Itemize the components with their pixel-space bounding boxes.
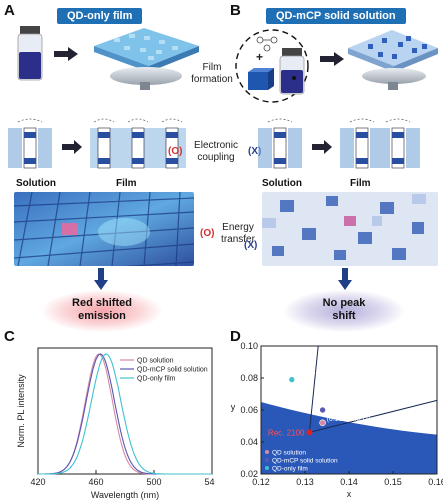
panel-b-result-line1: No peak [322, 297, 366, 309]
panel-a-film-label: Film [116, 178, 137, 189]
panel-letter-c: C [4, 328, 15, 345]
y-tick-label: 0.02 [240, 469, 258, 479]
panel-b-coupling-symbol: (X) [248, 146, 262, 157]
cie-point-label: (0.134, 0.060) [327, 403, 371, 410]
rec-2100-label: Rec. 2100 [268, 428, 305, 437]
arrow-right-icon [54, 47, 78, 61]
panel-b-film-label: Film [350, 178, 371, 189]
legend-entry: QD-only film [272, 466, 308, 473]
cie-point [288, 376, 296, 383]
plot-frame [37, 347, 213, 475]
red-glow [42, 290, 162, 332]
panel-b-result: No peak shift [284, 297, 404, 323]
x-tick-label: 0.16 [428, 477, 443, 487]
x-tick-label: 500 [146, 477, 161, 487]
cie-point-label: (0.134, 0.052) [327, 416, 371, 423]
plus-sign: + [256, 50, 264, 64]
legend-marker [265, 450, 269, 454]
electronic-coupling-line1: Electronic [194, 140, 238, 151]
x-tick-label: 0.15 [384, 477, 402, 487]
series-line [38, 353, 212, 475]
pl-spectra-chart: 420 460 500 540 Wavelength (nm) Norm. PL inte… [16, 347, 215, 500]
legend-marker [265, 466, 269, 470]
legend-entry: QD solution [272, 450, 306, 457]
gamut-line [309, 399, 438, 433]
rec-2100-point [306, 429, 313, 436]
panel-a-transfer-symbol: (O) [200, 228, 215, 239]
film-formation-label: Film formation [188, 62, 236, 86]
x-tick-label: 420 [30, 477, 45, 487]
electronic-coupling-line2: coupling [197, 152, 235, 163]
energy-transfer-line1: Energy [222, 222, 254, 233]
panel-b-title: QD-mCP solid solution [266, 8, 406, 24]
x-tick-label: 460 [88, 477, 103, 487]
x-tick-label: 0.12 [252, 477, 270, 487]
panel-a-result: Red shifted emission [42, 297, 162, 323]
energy-transfer-line2: transfer [221, 234, 255, 245]
y-axis-label: y [231, 402, 236, 412]
mixing-components [235, 29, 309, 103]
legend-entry: QD-mCP solid solution [137, 367, 208, 374]
legend-entry: QD-mCP solid solution [272, 458, 338, 465]
film-formation-line1: Film [202, 62, 222, 73]
panel-a-result-line1: Red shifted [72, 297, 132, 309]
panel-b-transfer-symbol: (X) [244, 240, 258, 251]
mcp-film-substrate [348, 30, 438, 90]
panel-letter-b: B [230, 2, 241, 19]
x-tick-label: 0.14 [340, 477, 358, 487]
film-formation-line2: formation [191, 74, 233, 85]
y-tick-label: 0.06 [240, 405, 258, 415]
panel-a-result-line2: emission [78, 310, 126, 322]
panel-b-energy-transfer-image [262, 192, 438, 266]
panel-a-solution-label: Solution [16, 178, 56, 189]
electronic-coupling-label: Electronic coupling [188, 140, 244, 164]
cie-point-label: (0.127, 0.079) [296, 373, 340, 380]
panel-a-coupling-symbol: (O) [168, 146, 183, 157]
panel-b-coupling-diagram [258, 118, 420, 169]
x-tick-label: 540 [204, 477, 215, 487]
panel-a-energy-transfer-image [14, 192, 194, 266]
energy-transfer-label: Energy transfer [218, 222, 258, 246]
cie-chart: 0.12 0.13 0.14 0.15 0.16 0.02 0.04 0.06 0.08 0.10… [231, 341, 443, 499]
y-axis-label: Norm. PL intensity [16, 374, 26, 448]
y-tick-label: 0.04 [240, 437, 258, 447]
arrow-down-icon [338, 268, 352, 290]
x-tick-label: 0.13 [296, 477, 314, 487]
legend-marker [265, 458, 269, 462]
qd-film-substrate [94, 28, 199, 90]
cie-point [319, 419, 326, 427]
legend-entry: QD-only film [137, 376, 176, 383]
y-tick-label: 0.10 [240, 341, 258, 351]
x-axis-label: Wavelength (nm) [91, 490, 159, 500]
panel-letter-d: D [230, 328, 241, 345]
y-tick-label: 0.08 [240, 373, 258, 383]
cie-point [319, 406, 326, 414]
cie-gamut-region [261, 402, 437, 474]
gamut-line [308, 345, 319, 433]
legend-entry: QD solution [137, 358, 174, 365]
blue-glow [284, 290, 404, 332]
x-axis-label: x [347, 489, 352, 499]
arrow-right-icon [320, 52, 344, 66]
arrow-down-icon [94, 268, 108, 290]
panel-b-solution-label: Solution [262, 178, 302, 189]
panel-b-result-line2: shift [332, 310, 356, 322]
panel-a-title: QD-only film [57, 8, 143, 24]
panel-letter-a: A [4, 2, 15, 19]
qd-vial-icon [17, 26, 43, 81]
panel-a-coupling-diagram [8, 118, 186, 169]
